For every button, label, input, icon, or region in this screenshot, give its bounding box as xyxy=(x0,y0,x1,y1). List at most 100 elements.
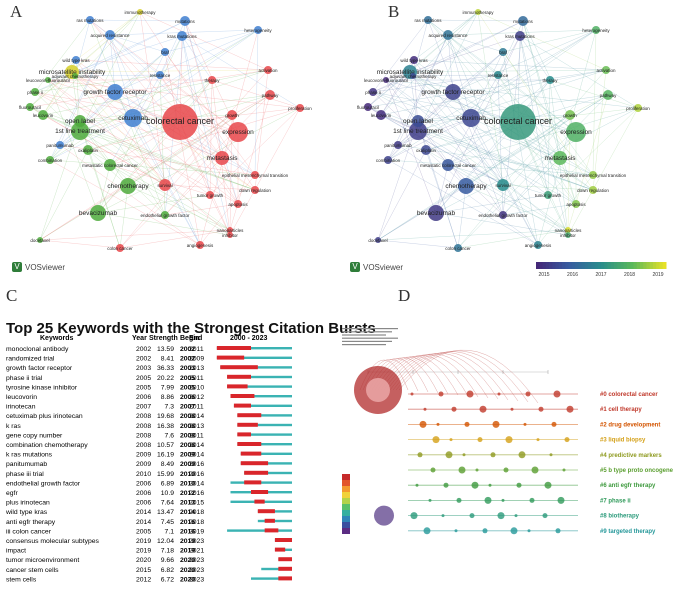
burst-bar xyxy=(274,547,286,552)
network-edge xyxy=(427,19,524,22)
network-node xyxy=(74,115,86,127)
timeline-node xyxy=(505,436,513,444)
cluster-label: #3 liquid biopsy xyxy=(600,438,646,444)
network-node xyxy=(572,200,580,208)
timeline-svg: #0 colorectal cancer #1 cell therapy #2 dr… xyxy=(342,328,674,535)
timeline-node xyxy=(518,451,526,459)
network-node-label: chemotherapy xyxy=(107,183,149,190)
scale-segment xyxy=(555,262,560,269)
scale-segment xyxy=(539,262,543,269)
network-edge xyxy=(74,75,239,205)
network-edge xyxy=(47,79,99,214)
network-edge xyxy=(59,144,201,246)
network-edge xyxy=(435,194,549,214)
burst-year: 2008 xyxy=(136,432,151,439)
network-nodes: colorectal cancer expression cetuximab 1st … xyxy=(357,9,650,252)
network-edge xyxy=(89,19,223,159)
burst-bar xyxy=(264,528,279,533)
network-edge xyxy=(367,69,607,108)
network-edge xyxy=(547,107,639,196)
network-node xyxy=(458,178,474,194)
burst-end: 2010 xyxy=(189,384,204,391)
timeline-color-bar xyxy=(342,474,350,534)
network-edge xyxy=(179,107,301,123)
network-edge xyxy=(89,19,239,205)
network-node-label: proliferation xyxy=(288,106,312,111)
network-edge xyxy=(254,29,259,176)
network-node xyxy=(565,110,575,120)
scale-segment xyxy=(549,262,553,269)
network-node xyxy=(162,104,198,140)
burst-end: 2014 xyxy=(189,452,204,459)
color-bar-segment xyxy=(342,504,350,510)
burst-keyword: growth factor receptor xyxy=(6,365,73,372)
network-edge xyxy=(29,106,166,186)
vosviewer-icon: V xyxy=(12,262,22,272)
network-edge xyxy=(231,94,271,116)
burst-end: 2021 xyxy=(189,548,204,555)
network-edge xyxy=(413,59,504,186)
burst-end: 2013 xyxy=(189,423,204,430)
timeline-node xyxy=(451,406,457,412)
network-node xyxy=(544,191,552,199)
scale-segment xyxy=(620,262,625,269)
burst-strength: 15.99 xyxy=(157,471,174,478)
scale-segment xyxy=(643,262,647,269)
network-edge xyxy=(413,59,607,71)
network-node-label: epithelial mesenchymal transition xyxy=(222,173,289,178)
burst-end: 2023 xyxy=(189,567,204,574)
network-edge xyxy=(109,34,134,119)
burst-span xyxy=(216,356,292,359)
timeline-node xyxy=(458,466,466,474)
header-line xyxy=(342,340,392,342)
network-edge xyxy=(119,94,271,249)
network-edge xyxy=(409,71,594,191)
color-bar-segment xyxy=(342,474,350,480)
burst-span xyxy=(227,375,292,379)
burst-begin: 2009 xyxy=(180,461,195,468)
network-edge xyxy=(164,51,201,246)
burst-header-begin: Begin xyxy=(180,335,199,342)
timeline-node xyxy=(497,512,505,520)
network-edge xyxy=(502,131,577,216)
network-edge xyxy=(127,185,231,231)
network-edge xyxy=(29,69,269,108)
network-edge xyxy=(385,79,519,123)
network-edge xyxy=(409,71,504,186)
scale-segment xyxy=(594,262,599,269)
network-node xyxy=(499,211,507,219)
network-node xyxy=(38,110,48,120)
network-edge xyxy=(412,20,524,77)
burst-end: 2014 xyxy=(189,480,204,487)
timeline-node xyxy=(490,452,496,458)
network-edge xyxy=(497,20,524,76)
burst-bar xyxy=(216,355,245,360)
burst-strength: 6.82 xyxy=(161,567,174,574)
panel-b-network-overlay: B colorectal cancer expression cetuximab 1s… xyxy=(338,0,676,280)
panel-a-letter: A xyxy=(10,2,23,21)
network-node xyxy=(445,84,461,100)
network-edge xyxy=(502,184,594,191)
scale-segment xyxy=(565,262,569,269)
panel-d-timeline: D #0 colorectal cancer #1 cell therapy #2 … xyxy=(338,286,676,594)
timeline-node xyxy=(443,482,449,488)
timeline-node xyxy=(529,497,535,503)
network-edge xyxy=(47,79,301,109)
burst-keyword: phase ii trial xyxy=(6,375,43,382)
network-edge xyxy=(179,121,231,236)
scale-segment xyxy=(653,262,657,269)
burst-keyword: iii colon cancer xyxy=(6,528,52,535)
timeline-node xyxy=(410,512,418,520)
burst-strength: 9.66 xyxy=(161,557,174,564)
burst-keyword: wild type kras xyxy=(5,509,48,516)
scale-segment xyxy=(633,262,638,269)
cluster-label: #9 targeted therapy xyxy=(600,529,656,535)
color-bar-segment xyxy=(342,480,350,486)
burst-end: 2011 xyxy=(189,346,204,353)
network-node xyxy=(442,159,454,171)
network-edge xyxy=(387,117,472,161)
burst-keyword: k ras mutations xyxy=(6,452,53,459)
